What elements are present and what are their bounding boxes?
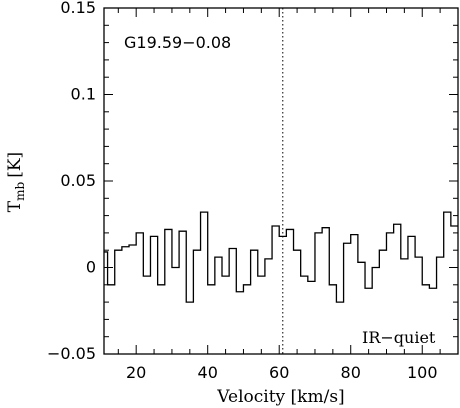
x-tick-label: 100	[407, 363, 438, 382]
class-label: IR−quiet	[362, 328, 436, 347]
y-tick-label: −0.05	[47, 344, 96, 363]
x-tick-label: 80	[341, 363, 361, 382]
spectrum-line	[104, 211, 458, 303]
tick-labels: 20 40 60 80 100 −0.05 0 0.05 0.1 0.15	[47, 0, 438, 382]
y-axis-label-sub: mb	[13, 181, 27, 200]
axis-ticks	[104, 7, 459, 355]
y-tick-label: 0.05	[60, 171, 96, 190]
y-axis-label: Tmb [K]	[5, 152, 27, 212]
x-tick-label: 20	[126, 363, 146, 382]
y-tick-label: 0.15	[60, 0, 96, 17]
y-axis-label-main: T	[5, 200, 25, 212]
source-label: G19.59−0.08	[124, 33, 231, 52]
x-tick-label: 40	[198, 363, 218, 382]
y-tick-label: 0	[86, 258, 96, 277]
y-tick-label: 0.1	[71, 85, 96, 104]
plot-frame	[103, 7, 459, 355]
x-tick-label: 60	[269, 363, 289, 382]
y-axis-label-unit: [K]	[5, 152, 25, 178]
x-axis-label: Velocity [km/s]	[216, 387, 344, 407]
